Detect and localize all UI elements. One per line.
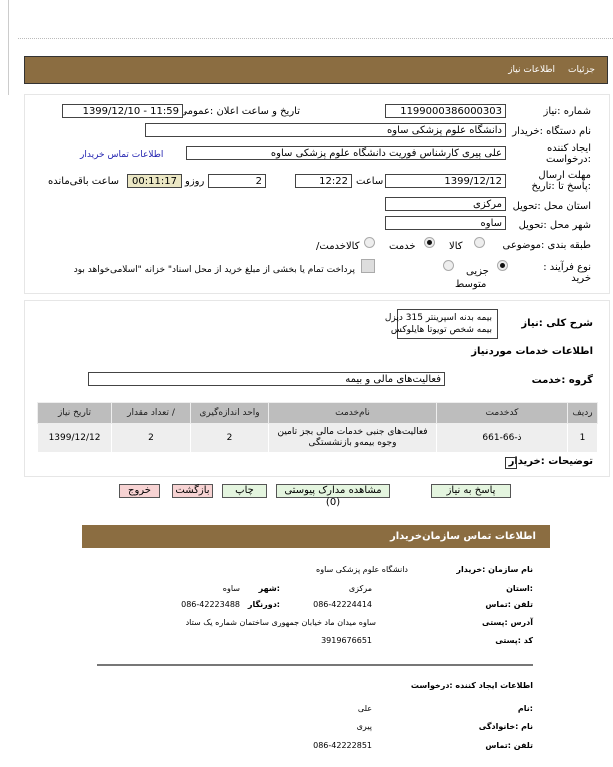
creator-title: اطلاعات ایجاد کننده :درخواست	[410, 681, 533, 690]
radio-medium-label: متوسط	[455, 279, 487, 290]
address-label: آدرس :پستی	[482, 618, 533, 627]
deadline-date-field[interactable]: 1399/12/12	[385, 174, 506, 188]
notes-checkbox[interactable]	[505, 457, 517, 469]
first-name-label: :نام	[517, 704, 533, 713]
buyer-contact-link[interactable]: اطلاعات تماس خریدار	[80, 150, 164, 160]
left-border	[8, 0, 9, 95]
province-value: مرکزی	[348, 584, 372, 593]
group-field[interactable]: فعالیت‌های مالی و بیمه	[88, 372, 445, 386]
divider	[18, 38, 613, 39]
need-number-label: شماره :نیاز	[543, 106, 592, 117]
deadline-time-field[interactable]: 12:22	[295, 174, 352, 188]
radio-goods-service-label: /کالاخدمت	[316, 241, 360, 252]
radio-service[interactable]	[424, 237, 435, 248]
address-value: ساوه میدان ماد خیابان جمهوری ساختمان شما…	[185, 618, 376, 627]
radio-goods-service[interactable]	[364, 237, 375, 248]
remaining-label: ساعت باقی‌مانده	[48, 176, 120, 187]
table-row: 1 ذ-66-661 فعالیت‌های جنبی خدمات مالی بج…	[37, 423, 598, 453]
treasury-text: پرداخت تمام یا بخشی از مبلغ خرید از محل …	[73, 265, 355, 275]
org-value: دانشگاه علوم پزشکی ساوه	[316, 565, 408, 574]
exit-button[interactable]: خروج	[119, 484, 160, 498]
creator-field[interactable]: علی پیری کارشناس فوریت دانشگاه علوم پزشک…	[186, 146, 506, 160]
print-button[interactable]: چاپ	[222, 484, 267, 498]
desc-line: بیمه بدنه اسپرینتر 315 دیزل	[384, 313, 492, 323]
fax-label: :دورنگار	[247, 600, 280, 609]
cell-code: ذ-66-661	[436, 423, 568, 453]
col-date: تاریخ نیاز	[37, 402, 112, 424]
col-code: کدخدمت	[436, 402, 568, 424]
group-label: گروه :خدمت	[531, 375, 593, 386]
first-name-value: علی	[357, 704, 372, 713]
phone-value: 086-42224414	[313, 600, 372, 609]
city-value: ساوه	[222, 584, 240, 593]
cell-date: 1399/12/12	[37, 423, 112, 453]
desc-box: بیمه بدنه اسپرینتر 315 دیزل بیمه شخص توی…	[384, 309, 498, 339]
need-number-field[interactable]: 1199000386000303	[385, 104, 506, 118]
creator-label: ایجاد کننده :درخواست	[546, 143, 591, 165]
creator-phone-label: تلفن :تماس	[485, 741, 533, 750]
postal-value: 3919676651	[321, 636, 372, 645]
radio-goods[interactable]	[474, 237, 485, 248]
radio-minor-label: جزیی	[466, 266, 489, 277]
city-label: شهر محل :تحویل	[518, 220, 591, 231]
desc-label: شرح کلی :نیاز	[521, 318, 593, 329]
org-label: نام سازمان :خریدار	[456, 565, 533, 574]
announce-field[interactable]: 1399/12/10 - 11:59	[62, 104, 183, 118]
fax-value: 086-42223488	[181, 600, 240, 609]
process-label: نوع فرآیند : خرید	[543, 262, 591, 284]
announce-label: تاریخ و ساعت اعلان :عمومی	[179, 106, 300, 117]
postal-label: کد :پستی	[495, 636, 533, 645]
radio-goods-label: کالا	[449, 241, 463, 252]
last-name-label: نام :خانوادگی	[478, 722, 533, 731]
notes-label: توضیحات :خریدار	[508, 456, 593, 467]
buyer-field[interactable]: دانشگاه علوم پزشکی ساوه	[145, 123, 506, 137]
tab-need-info[interactable]: اطلاعات نیاز	[508, 65, 555, 75]
col-unit: واحد اندازه‌گیری	[190, 402, 269, 424]
col-row: ردیف	[567, 402, 598, 424]
days-field: 2	[208, 174, 266, 188]
radio-minor[interactable]	[497, 260, 508, 271]
services-title: اطلاعات خدمات موردنیاز	[471, 346, 593, 357]
services-table: ردیف کدخدمت نام‌خدمت واحد اندازه‌گیری / …	[37, 402, 598, 453]
cell-name: فعالیت‌های جنبی خدمات مالی بجز تامین وجو…	[268, 423, 437, 453]
contact-divider	[97, 664, 533, 666]
col-qty: / تعداد مقدار	[111, 402, 191, 424]
attachments-button[interactable]: مشاهده مدارک پیوستی (0)	[276, 484, 390, 508]
header-bar: جزئیات اطلاعات نیاز	[24, 56, 608, 84]
contact-header: اطلاعات تماس سازمان‌خریدار	[82, 525, 550, 548]
province-field[interactable]: مرکزی	[385, 197, 506, 211]
deadline-label: مهلت ارسال :پاسخ تا :تاریخ	[531, 170, 592, 192]
category-label: طبقه بندی :موضوعی	[502, 240, 591, 251]
time-label: ساعت	[356, 176, 384, 187]
province-label: استان محل :تحویل	[512, 201, 591, 212]
city-field[interactable]: ساوه	[385, 216, 506, 230]
days-label: روزو	[185, 176, 205, 187]
desc-line: بیمه شخص تویوتا هایلوکس	[390, 325, 492, 335]
phone-label: تلفن :تماس	[485, 600, 533, 609]
radio-service-label: خدمت	[389, 241, 416, 252]
last-name-value: پیری	[356, 722, 372, 731]
cell-unit: 2	[190, 423, 269, 453]
contact-title: اطلاعات تماس سازمان‌خریدار	[389, 531, 536, 542]
cell-qty: 2	[111, 423, 191, 453]
remaining-timer: 00:11:17	[127, 174, 182, 188]
reply-button[interactable]: پاسخ به نیاز	[431, 484, 511, 498]
col-name: نام‌خدمت	[268, 402, 437, 424]
province-label: :استان	[506, 584, 533, 593]
city-label: :شهر	[258, 584, 280, 593]
back-button[interactable]: بازگشت	[172, 484, 213, 498]
creator-phone-value: 086-42222851	[313, 741, 372, 750]
treasury-checkbox[interactable]	[361, 259, 375, 273]
radio-medium[interactable]	[443, 260, 454, 271]
tab-details[interactable]: جزئیات	[568, 65, 595, 75]
buyer-label: نام دستگاه :خریدار	[512, 126, 591, 137]
cell-row: 1	[567, 423, 598, 453]
